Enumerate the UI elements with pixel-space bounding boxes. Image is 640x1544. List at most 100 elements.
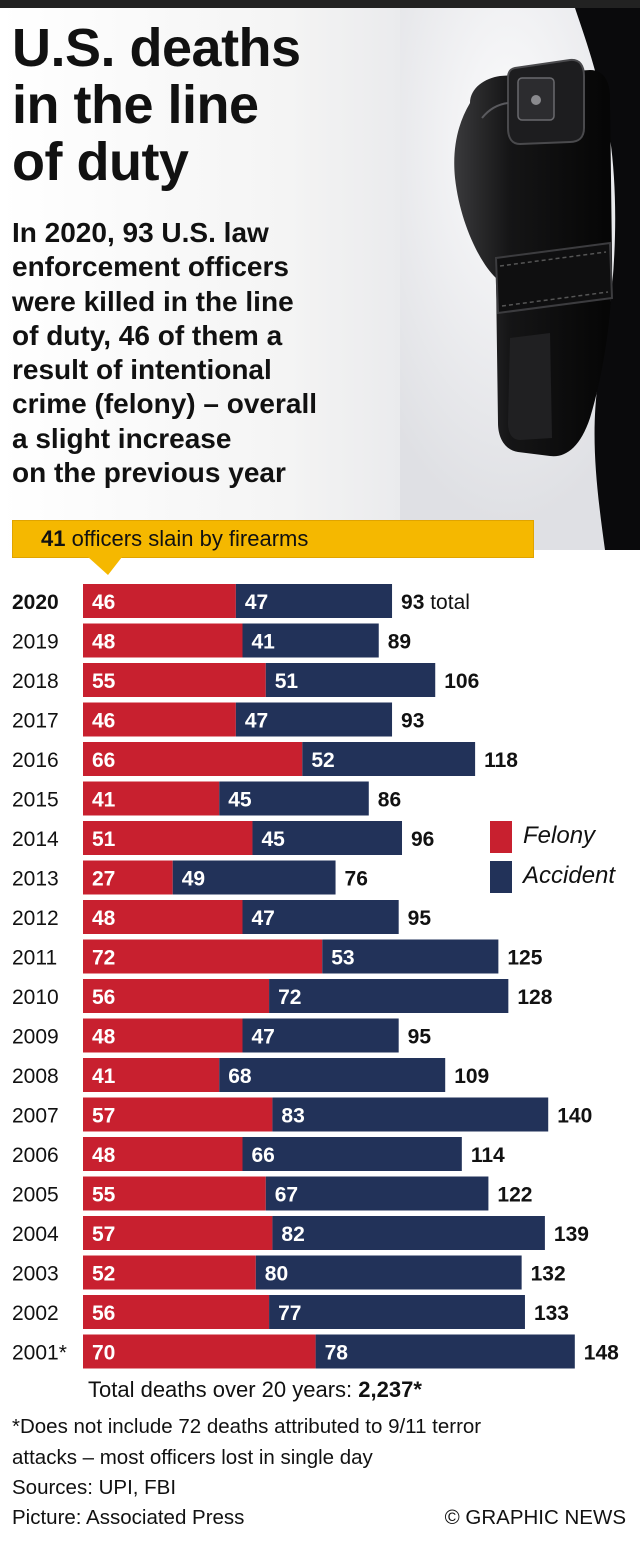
total-value-label: 76 bbox=[345, 868, 368, 891]
felony-value-label: 51 bbox=[92, 828, 116, 851]
accident-bar bbox=[302, 742, 476, 776]
callout-number: 41 bbox=[41, 526, 66, 551]
total-value-label: 95 bbox=[408, 907, 432, 930]
felony-value-label: 57 bbox=[92, 1105, 115, 1128]
felony-bar bbox=[83, 623, 243, 658]
felony-bar bbox=[83, 1097, 273, 1132]
felony-value-label: 57 bbox=[92, 1223, 115, 1246]
year-label: 2011 bbox=[12, 947, 57, 970]
year-label: 2012 bbox=[12, 907, 59, 930]
felony-value-label: 48 bbox=[92, 1026, 116, 1049]
accident-value-label: 66 bbox=[252, 1144, 275, 1167]
felony-value-label: 72 bbox=[92, 947, 115, 970]
year-label: 2015 bbox=[12, 789, 59, 812]
accident-bar bbox=[272, 1216, 545, 1250]
chart-subtitle: In 2020, 93 U.S. law enforcement officer… bbox=[12, 216, 392, 490]
title-line: U.S. deaths bbox=[12, 18, 301, 78]
legend-label-felony: Felony bbox=[523, 822, 596, 849]
felony-value-label: 48 bbox=[92, 1144, 116, 1167]
sources: Sources: UPI, FBI bbox=[12, 1476, 177, 1499]
felony-value-label: 56 bbox=[92, 986, 115, 1009]
accident-bar bbox=[315, 1334, 575, 1369]
felony-bar bbox=[83, 1058, 220, 1092]
felony-bar bbox=[83, 821, 253, 855]
subtitle-line: enforcement officers bbox=[12, 251, 289, 283]
felony-value-label: 41 bbox=[92, 789, 116, 812]
year-label: 2019 bbox=[12, 631, 59, 654]
total-value-label: 106 bbox=[444, 670, 479, 693]
subtitle-line: In 2020, 93 U.S. law bbox=[12, 217, 269, 248]
total-value-label: 93 bbox=[401, 710, 424, 733]
year-label: 2020 bbox=[12, 591, 59, 614]
total-value-label: 114 bbox=[471, 1144, 505, 1167]
year-label: 2005 bbox=[12, 1184, 59, 1207]
accident-bar bbox=[272, 1097, 549, 1132]
top-rule bbox=[0, 0, 640, 8]
felony-value-label: 41 bbox=[92, 1065, 116, 1088]
accident-value-label: 47 bbox=[245, 591, 268, 614]
felony-bar bbox=[83, 584, 236, 618]
year-label: 2009 bbox=[12, 1026, 59, 1049]
total-suffix: total bbox=[424, 591, 470, 614]
total-value-label: 133 bbox=[534, 1302, 569, 1325]
accident-value-label: 83 bbox=[281, 1105, 304, 1128]
year-label: 2003 bbox=[12, 1263, 59, 1286]
year-label: 2004 bbox=[12, 1223, 59, 1246]
year-label: 2017 bbox=[12, 710, 59, 733]
felony-value-label: 46 bbox=[92, 591, 115, 614]
felony-value-label: 55 bbox=[92, 1184, 116, 1207]
total-value-label: 109 bbox=[454, 1065, 489, 1088]
accident-value-label: 72 bbox=[278, 986, 301, 1009]
picture-credit: Picture: Associated Press bbox=[12, 1506, 245, 1529]
accident-bar bbox=[172, 860, 336, 895]
year-label: 2010 bbox=[12, 986, 59, 1009]
accident-bar bbox=[242, 1137, 462, 1171]
year-label: 2008 bbox=[12, 1065, 59, 1088]
felony-value-label: 55 bbox=[92, 670, 116, 693]
accident-value-label: 49 bbox=[182, 868, 205, 891]
total-deaths: Total deaths over 20 years: 2,237* bbox=[88, 1377, 422, 1403]
felony-value-label: 70 bbox=[92, 1342, 115, 1365]
total-value-label: 118 bbox=[484, 749, 518, 772]
accident-value-label: 45 bbox=[261, 828, 285, 851]
accident-bar bbox=[322, 939, 499, 974]
total-value-label: 93 total bbox=[401, 591, 470, 614]
total-label: Total deaths over 20 years: bbox=[88, 1377, 359, 1402]
title-line: in the line bbox=[12, 75, 259, 135]
accident-value-label: 82 bbox=[281, 1223, 304, 1246]
footnote-line: attacks – most officers lost in single d… bbox=[12, 1446, 373, 1469]
accident-bar bbox=[219, 781, 369, 816]
felony-value-label: 56 bbox=[92, 1302, 115, 1325]
total-value-label: 148 bbox=[584, 1342, 619, 1365]
felony-value-label: 46 bbox=[92, 710, 115, 733]
total-value-label: 95 bbox=[408, 1026, 432, 1049]
legend-item-accident: Accident bbox=[490, 858, 640, 893]
accident-value-label: 52 bbox=[311, 749, 334, 772]
subtitle-line: result of intentional bbox=[12, 354, 272, 386]
callout-text: officers slain by firearms bbox=[65, 526, 309, 551]
felony-bar bbox=[83, 1176, 266, 1211]
callout-pointer bbox=[88, 557, 122, 575]
accident-value-label: 47 bbox=[245, 710, 268, 733]
total-value-label: 89 bbox=[388, 631, 411, 654]
accident-value-label: 41 bbox=[252, 631, 276, 654]
felony-bar bbox=[83, 1295, 270, 1329]
felony-bar bbox=[83, 900, 243, 934]
accident-value-label: 45 bbox=[228, 789, 252, 812]
felony-bar bbox=[83, 1137, 243, 1171]
felony-bar bbox=[83, 1018, 243, 1053]
accident-value-label: 47 bbox=[252, 907, 275, 930]
felony-bar bbox=[83, 1255, 256, 1290]
year-label: 2016 bbox=[12, 749, 59, 772]
accident-bar bbox=[219, 1058, 446, 1092]
stacked-bar-chart: 2020 46 47 93 total 2019 48 41 89 2018 55 51 106 201… bbox=[12, 584, 619, 1369]
accident-bar bbox=[269, 979, 509, 1013]
felony-value-label: 48 bbox=[92, 907, 116, 930]
felony-value-label: 48 bbox=[92, 631, 116, 654]
subtitle-line: of duty, 46 of them a bbox=[12, 319, 283, 351]
legend-label-accident: Accident bbox=[523, 862, 616, 889]
total-value-label: 86 bbox=[378, 789, 401, 812]
accident-value-label: 78 bbox=[325, 1342, 349, 1365]
chart-title: U.S. deaths in the line of duty bbox=[12, 20, 352, 191]
accident-value-label: 80 bbox=[265, 1263, 288, 1286]
